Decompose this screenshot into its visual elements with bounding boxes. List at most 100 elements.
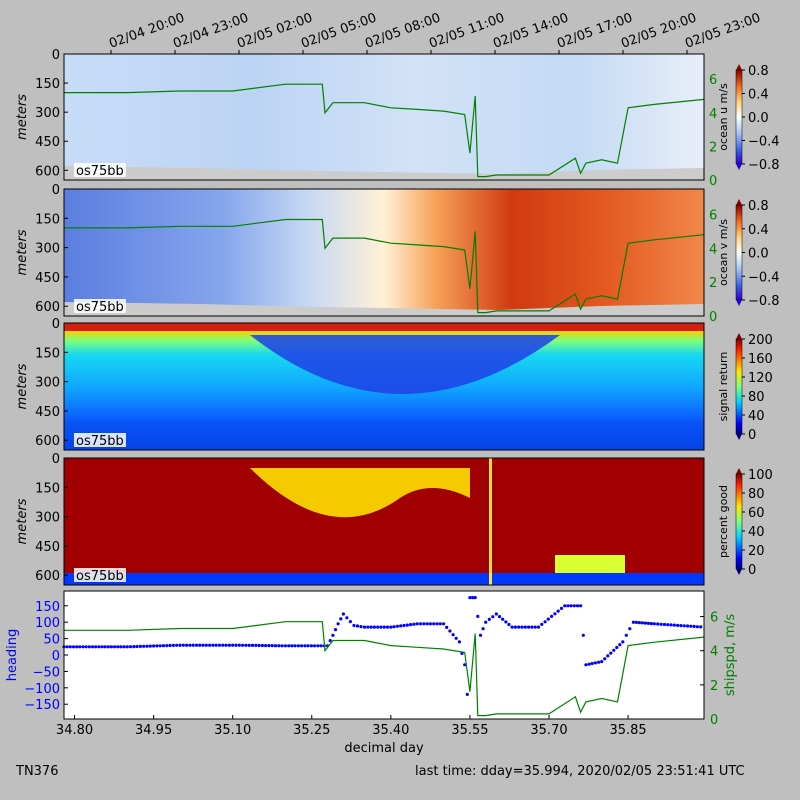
heading-point xyxy=(412,622,416,626)
colorbar-tick-label: −0.4 xyxy=(748,135,780,150)
heading-point xyxy=(399,624,403,628)
surface-return-band xyxy=(64,323,704,331)
colorbar-label: ocean v m/s xyxy=(717,219,730,286)
y-tick-label: 0 xyxy=(52,317,60,332)
x-tick-label: 35.55 xyxy=(451,723,488,738)
heading-point xyxy=(649,622,654,626)
heading-point xyxy=(428,622,432,626)
heading-point xyxy=(171,643,175,648)
heading-point xyxy=(138,644,142,649)
heading-point xyxy=(309,644,313,648)
heading-point xyxy=(303,644,307,648)
y-tick-label: 450 xyxy=(35,271,60,286)
heading-point xyxy=(165,644,169,648)
heading-point xyxy=(556,609,560,613)
heading-point xyxy=(507,622,511,627)
heading-point xyxy=(175,643,179,647)
heading-point xyxy=(533,625,537,629)
heading-tick-label: −100 xyxy=(24,682,60,697)
x-tick-label: 34.95 xyxy=(135,723,172,738)
heading-point xyxy=(328,639,332,643)
heading-point xyxy=(168,643,172,648)
colorbar-tick-label: 80 xyxy=(748,487,765,502)
heading-point xyxy=(122,645,126,649)
colorbar xyxy=(735,473,743,570)
heading-point xyxy=(264,644,268,648)
colorbar-cap-top xyxy=(736,199,742,205)
heading-point xyxy=(587,662,591,666)
data-gap-line xyxy=(489,458,492,585)
colorbar-tick-label: −0.8 xyxy=(748,294,780,309)
right-axis-tick: 2 xyxy=(709,276,717,291)
heading-point xyxy=(257,643,261,648)
heading-point xyxy=(379,625,383,629)
heading-point xyxy=(369,625,373,629)
heading-point xyxy=(68,645,72,649)
colorbar-tick-label: 0 xyxy=(748,563,756,578)
right-axis-tick: 6 xyxy=(709,73,717,88)
x-tick-label: 35.85 xyxy=(609,723,646,738)
colorbar-tick-label: 100 xyxy=(748,468,773,483)
heading-point xyxy=(333,628,338,632)
heading-point xyxy=(484,620,488,624)
heading-point xyxy=(214,643,218,647)
heading-point xyxy=(145,644,149,648)
heading-point xyxy=(194,643,199,647)
heading-point xyxy=(341,612,345,616)
y-tick-label: 300 xyxy=(35,106,60,121)
heading-point xyxy=(345,616,349,620)
heading-point xyxy=(628,627,632,631)
heading-tick-label: −50 xyxy=(33,665,60,680)
heading-point xyxy=(593,661,598,665)
y-tick-label: 450 xyxy=(35,540,60,555)
heading-point xyxy=(481,627,485,631)
heading-point xyxy=(290,644,294,648)
y-tick-label: 600 xyxy=(35,300,60,315)
heading-point xyxy=(402,623,406,628)
heading-point xyxy=(119,645,123,649)
heatmap-field xyxy=(64,189,704,316)
heading-point xyxy=(148,644,152,648)
heading-point xyxy=(113,645,117,649)
heading-tick-label: 0 xyxy=(52,649,60,664)
heading-point xyxy=(530,625,534,629)
heading-point xyxy=(352,623,356,628)
heading-point xyxy=(231,643,235,647)
heading-point xyxy=(316,644,320,648)
heading-point xyxy=(142,644,146,648)
y-tick-label: 450 xyxy=(35,135,60,150)
heading-point xyxy=(155,644,159,648)
heading-point xyxy=(273,644,278,648)
heading-point xyxy=(392,625,396,629)
colorbar-tick-label: 0 xyxy=(748,428,756,443)
heading-point xyxy=(81,645,85,649)
heading-point xyxy=(513,625,518,629)
colorbar-tick-label: 0.8 xyxy=(748,64,769,79)
x-tick-label: 35.40 xyxy=(372,723,409,738)
heading-point xyxy=(527,625,531,629)
heading-point xyxy=(224,643,228,647)
heading-point xyxy=(454,636,458,640)
heading-point xyxy=(217,643,222,647)
y-axis-label: meters xyxy=(15,229,30,275)
colorbar-tick-label: 120 xyxy=(748,371,773,386)
colorbar-cap-bottom xyxy=(736,300,742,306)
heading-point xyxy=(376,625,380,629)
heading-point xyxy=(572,604,576,608)
heading-point xyxy=(227,643,231,647)
heading-point xyxy=(553,612,557,616)
y-tick-label: 450 xyxy=(35,405,60,420)
colorbar-cap-bottom xyxy=(736,164,742,170)
panel-2: 6 4 2 0 0 150 300 450 600 meters os75bb 0.8 0.4 0.0 −0… xyxy=(15,183,780,325)
heading-point xyxy=(283,644,287,648)
heading-point xyxy=(418,622,423,626)
heading-point xyxy=(415,622,419,626)
heading-point xyxy=(471,596,475,600)
heading-point xyxy=(652,622,657,626)
heading-point xyxy=(590,661,594,666)
colorbar xyxy=(735,338,743,435)
heading-point xyxy=(277,644,281,648)
heading-point xyxy=(448,629,452,633)
